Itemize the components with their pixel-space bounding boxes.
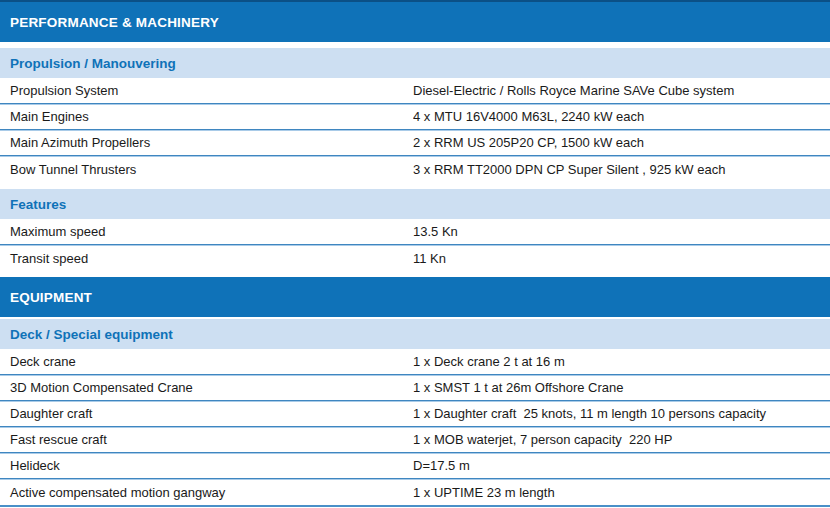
section-header-label: EQUIPMENT	[10, 290, 92, 305]
spec-row: Propulsion System Diesel-Electric / Roll…	[0, 78, 830, 104]
spec-rows-features: Maximum speed 13.5 Kn Transit speed 11 K…	[0, 219, 830, 271]
group-header-propulsion-manouvering: Propulsion / Manouvering	[0, 48, 830, 78]
spec-row: Bow Tunnel Thrusters 3 x RRM TT2000 DPN …	[0, 156, 830, 182]
spec-value: 1 x Deck crane 2 t at 16 m	[413, 354, 830, 369]
spec-value: 1 x SMST 1 t at 26m Offshore Crane	[413, 380, 830, 395]
group-header-label: Deck / Special equipment	[10, 327, 173, 342]
group-header-label: Propulsion / Manouvering	[10, 56, 176, 71]
spec-value: 3 x RRM TT2000 DPN CP Super Silent , 925…	[413, 162, 830, 177]
spec-row: Fast rescue craft 1 x MOB waterjet, 7 pe…	[0, 427, 830, 453]
section-header-label: PERFORMANCE & MACHINERY	[10, 15, 219, 30]
section-header-performance-machinery: PERFORMANCE & MACHINERY	[0, 0, 830, 42]
spec-label: Main Engines	[0, 109, 413, 124]
spec-label: 3D Motion Compensated Crane	[0, 380, 413, 395]
spacer	[0, 182, 830, 189]
spec-value: 1 x MOB waterjet, 7 person capacity 220 …	[413, 432, 830, 447]
bottom-border-line	[0, 505, 830, 507]
spec-label: Daughter craft	[0, 406, 413, 421]
spec-row: Maximum speed 13.5 Kn	[0, 219, 830, 245]
spec-value: 1 x Daughter craft 25 knots, 11 m length…	[413, 406, 830, 421]
section-header-equipment: EQUIPMENT	[0, 277, 830, 317]
spec-label: Main Azimuth Propellers	[0, 135, 413, 150]
spec-value: 1 x UPTIME 23 m length	[413, 485, 830, 500]
spec-label: Helideck	[0, 458, 413, 473]
spec-label: Fast rescue craft	[0, 432, 413, 447]
spec-row: Main Azimuth Propellers 2 x RRM US 205P2…	[0, 130, 830, 156]
group-header-deck-special-equipment: Deck / Special equipment	[0, 319, 830, 349]
spec-row: Helideck D=17.5 m	[0, 453, 830, 479]
spec-row: 3D Motion Compensated Crane 1 x SMST 1 t…	[0, 375, 830, 401]
spec-row: Transit speed 11 Kn	[0, 245, 830, 271]
spec-label: Propulsion System	[0, 83, 413, 98]
spec-row: Deck crane 1 x Deck crane 2 t at 16 m	[0, 349, 830, 375]
spec-row: Main Engines 4 x MTU 16V4000 M63L, 2240 …	[0, 104, 830, 130]
spec-value: 13.5 Kn	[413, 224, 830, 239]
spec-label: Active compensated motion gangway	[0, 485, 413, 500]
spec-row: Active compensated motion gangway 1 x UP…	[0, 479, 830, 505]
spec-row: Daughter craft 1 x Daughter craft 25 kno…	[0, 401, 830, 427]
spec-label: Maximum speed	[0, 224, 413, 239]
spec-value: D=17.5 m	[413, 458, 830, 473]
group-header-label: Features	[10, 197, 66, 212]
spec-label: Deck crane	[0, 354, 413, 369]
spec-label: Bow Tunnel Thrusters	[0, 162, 413, 177]
spec-label: Transit speed	[0, 251, 413, 266]
group-header-features: Features	[0, 189, 830, 219]
spec-rows-propulsion: Propulsion System Diesel-Electric / Roll…	[0, 78, 830, 182]
spec-value: 2 x RRM US 205P20 CP, 1500 kW each	[413, 135, 830, 150]
spec-value: Diesel-Electric / Rolls Royce Marine SAV…	[413, 83, 830, 98]
spec-sheet: PERFORMANCE & MACHINERY Propulsion / Man…	[0, 0, 830, 508]
spec-value: 11 Kn	[413, 251, 830, 266]
spec-rows-deck: Deck crane 1 x Deck crane 2 t at 16 m 3D…	[0, 349, 830, 505]
spec-value: 4 x MTU 16V4000 M63L, 2240 kW each	[413, 109, 830, 124]
